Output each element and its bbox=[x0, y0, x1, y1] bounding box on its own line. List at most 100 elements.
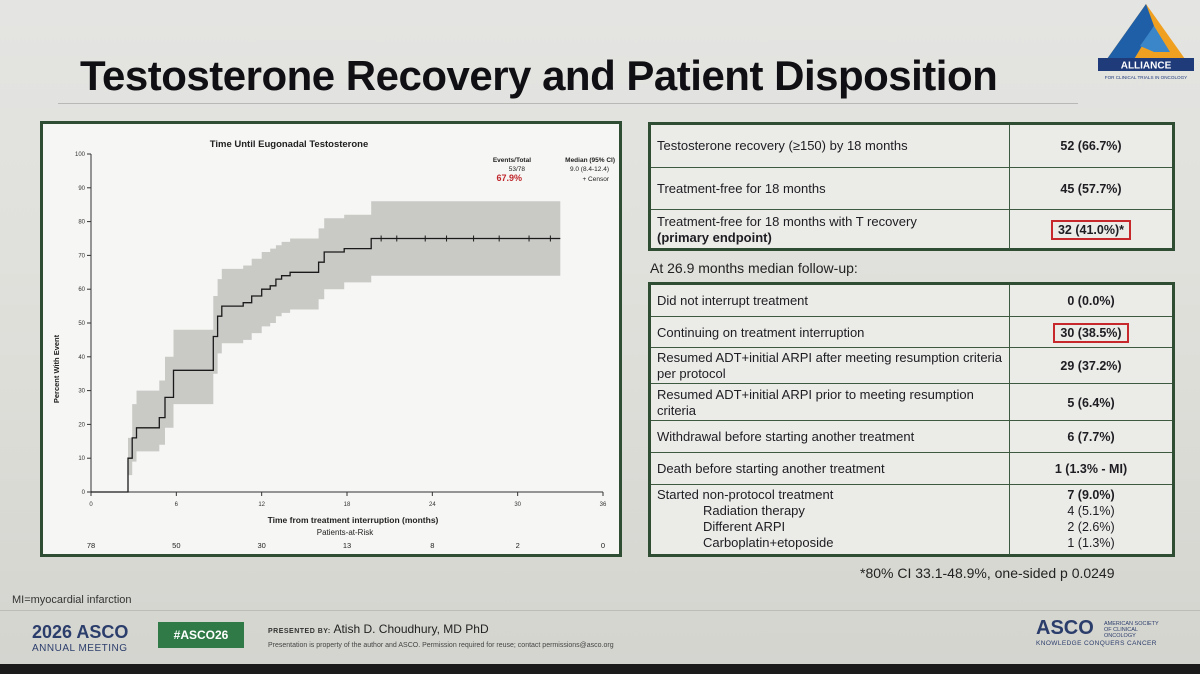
disclaimer: Presentation is property of the author a… bbox=[268, 642, 614, 649]
followup-label: At 26.9 months median follow-up: bbox=[650, 260, 858, 276]
highlighted-value: 32 (41.0%)* bbox=[1050, 219, 1131, 240]
table-row: Testosterone recovery (≥150) by 18 month… bbox=[651, 125, 1172, 167]
logo-bar bbox=[1098, 58, 1194, 71]
risk-count: 13 bbox=[343, 541, 351, 550]
y-tick-label: 30 bbox=[78, 389, 85, 395]
confidence-band bbox=[91, 201, 561, 493]
risk-table-label: Patients-at-Risk bbox=[317, 528, 374, 537]
sub-row-value: 2 (2.6%) bbox=[1067, 520, 1115, 534]
row-label-text: Testosterone recovery (≥150) by 18 month… bbox=[657, 138, 908, 153]
highlighted-value: 30 (38.5%) bbox=[1053, 322, 1129, 343]
row-label: Did not interrupt treatment bbox=[651, 285, 1010, 316]
sub-row-value: 4 (5.1%) bbox=[1067, 504, 1115, 518]
row-value: 1 (1.3% - MI) bbox=[1010, 453, 1172, 485]
row-value: 6 (7.7%) bbox=[1010, 421, 1172, 453]
km-chart: Time Until Eugonadal Testosterone 010203… bbox=[52, 139, 615, 550]
outcome-table: Testosterone recovery (≥150) by 18 month… bbox=[648, 122, 1175, 251]
screen-bezel bbox=[0, 664, 1200, 674]
row-value: 5 (6.4%) bbox=[1010, 384, 1172, 421]
footnote: *80% CI 33.1-48.9%, one-sided p 0.0249 bbox=[860, 565, 1115, 581]
asco-society: AMERICAN SOCIETY OF CLINICAL ONCOLOGY bbox=[1104, 621, 1159, 639]
chart-title: Time Until Eugonadal Testosterone bbox=[210, 139, 369, 150]
row-label-text: Resumed ADT+initial ARPI prior to meetin… bbox=[657, 386, 974, 418]
y-tick-label: 90 bbox=[78, 186, 85, 192]
table-row: Withdrawal before starting another treat… bbox=[651, 420, 1172, 453]
table-row: Did not interrupt treatment 0 (0.0%) bbox=[651, 285, 1172, 316]
row-label-text: Did not interrupt treatment bbox=[657, 292, 809, 308]
y-tick-label: 50 bbox=[78, 321, 85, 327]
row-label-text: Resumed ADT+initial ARPI after meeting r… bbox=[657, 350, 1003, 381]
row-value: 32 (41.0%)* bbox=[1010, 210, 1172, 249]
x-tick-label: 24 bbox=[429, 502, 436, 508]
x-tick-label: 36 bbox=[600, 502, 607, 508]
meeting-year: 2026 ASCO bbox=[32, 622, 129, 642]
disposition-table: Did not interrupt treatment 0 (0.0%) Con… bbox=[648, 282, 1175, 557]
y-tick-label: 60 bbox=[78, 287, 85, 293]
row-value: 52 (66.7%) bbox=[1010, 125, 1172, 167]
row-value: 30 (38.5%) bbox=[1010, 317, 1172, 348]
row-label-text: Treatment-free for 18 months bbox=[657, 181, 826, 196]
risk-count: 50 bbox=[172, 541, 180, 550]
y-tick-label: 80 bbox=[78, 220, 85, 226]
km-curve bbox=[91, 237, 561, 493]
row-label-text: Started non-protocol treatment bbox=[657, 487, 834, 502]
row-label-text: Continuing on treatment interruption bbox=[657, 324, 865, 340]
row-value: 0 (0.0%) bbox=[1010, 285, 1172, 316]
asco-logo: ASCO AMERICAN SOCIETY OF CLINICAL ONCOLO… bbox=[1036, 617, 1159, 647]
risk-count: 8 bbox=[430, 541, 434, 550]
y-tick-label: 40 bbox=[78, 355, 85, 361]
y-tick-label: 100 bbox=[75, 152, 86, 158]
sub-row-value: 1 (1.3%) bbox=[1067, 536, 1115, 550]
row-value-text: 6 (7.7%) bbox=[1067, 430, 1115, 444]
row-value-text: 29 (37.2%) bbox=[1060, 359, 1122, 373]
row-label: Withdrawal before starting another treat… bbox=[651, 421, 1010, 453]
table-row: Treatment-free for 18 months with T reco… bbox=[651, 209, 1172, 249]
table-row: Started non-protocol treatment Radiation… bbox=[651, 484, 1172, 555]
y-axis-label: Percent With Event bbox=[52, 334, 61, 403]
row-label-text: Treatment-free for 18 months with T reco… bbox=[657, 213, 917, 229]
legend-header-events: Events/Total bbox=[493, 157, 531, 164]
row-label: Death before starting another treatment bbox=[651, 453, 1010, 485]
footer-divider bbox=[0, 610, 1200, 611]
row-label: Started non-protocol treatment Radiation… bbox=[651, 485, 1010, 555]
legend-censor-label: + Censor bbox=[582, 176, 609, 183]
row-value: 7 (9.0%) 4 (5.1%) 2 (2.6%) 1 (1.3%) bbox=[1010, 485, 1172, 555]
alliance-logo: ALLIANCE FOR CLINICAL TRIALS IN ONCOLOGY bbox=[1098, 4, 1194, 80]
legend-median-value: 9.0 (8.4-12.4) bbox=[570, 166, 609, 173]
y-tick-label: 10 bbox=[78, 456, 85, 462]
risk-count: 2 bbox=[516, 541, 520, 550]
x-tick-label: 6 bbox=[175, 502, 179, 508]
logo-text: ALLIANCE bbox=[1121, 61, 1172, 72]
table-row: Resumed ADT+initial ARPI prior to meetin… bbox=[651, 383, 1172, 421]
row-label: Resumed ADT+initial ARPI prior to meetin… bbox=[651, 384, 1010, 421]
table-row: Resumed ADT+initial ARPI after meeting r… bbox=[651, 347, 1172, 384]
table-row: Death before starting another treatment … bbox=[651, 452, 1172, 485]
risk-count: 78 bbox=[87, 541, 95, 550]
km-chart-panel: Time Until Eugonadal Testosterone 0 10 20 3… bbox=[40, 121, 622, 557]
x-tick-label: 0 bbox=[89, 502, 93, 508]
presenter-info: PRESENTED BY: Atish D. Choudhury, MD PhD… bbox=[268, 622, 614, 649]
row-label: Treatment-free for 18 months with T reco… bbox=[651, 210, 1010, 249]
risk-count: 30 bbox=[257, 541, 265, 550]
row-value: 29 (37.2%) bbox=[1010, 348, 1172, 384]
presented-by-label: PRESENTED BY: bbox=[268, 628, 331, 635]
sub-row-label: Carboplatin+etoposide bbox=[703, 535, 834, 550]
title-divider bbox=[58, 103, 1078, 104]
row-value-text: 1 (1.3% - MI) bbox=[1054, 462, 1128, 476]
row-label: Testosterone recovery (≥150) by 18 month… bbox=[651, 125, 1010, 167]
row-value-text: 0 (0.0%) bbox=[1067, 293, 1115, 308]
asco-tagline: KNOWLEDGE CONQUERS CANCER bbox=[1036, 640, 1157, 647]
row-label-text: Withdrawal before starting another treat… bbox=[657, 429, 915, 444]
x-tick-label: 30 bbox=[514, 502, 521, 508]
hashtag-badge: #ASCO26 bbox=[158, 622, 244, 648]
meeting-name: ANNUAL MEETING bbox=[32, 643, 128, 654]
row-value-text: 5 (6.4%) bbox=[1067, 395, 1115, 410]
table-row: Treatment-free for 18 months 45 (57.7%) bbox=[651, 167, 1172, 210]
row-label: Continuing on treatment interruption bbox=[651, 317, 1010, 348]
legend-header-median: Median (95% CI) bbox=[565, 157, 615, 164]
sub-row-label: Different ARPI bbox=[703, 519, 786, 534]
logo-triangle-light bbox=[1140, 26, 1170, 52]
x-axis-label: Time from treatment interruption (months… bbox=[268, 515, 439, 525]
row-value-text: 7 (9.0%) bbox=[1067, 488, 1115, 502]
